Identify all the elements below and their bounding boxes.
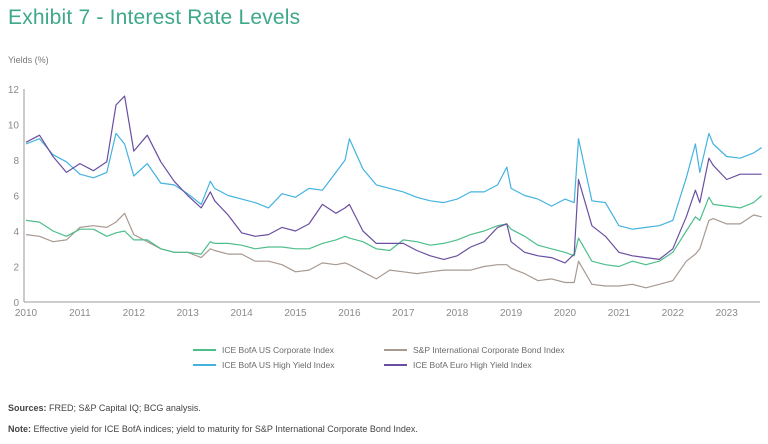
series-line-us-corporate: [25, 195, 763, 268]
legend-swatch-us-corporate: [193, 349, 216, 351]
y-axis-ticks: 0 2 4 6 8 10 12: [8, 85, 20, 309]
legend-swatch-us-high-yield: [193, 364, 216, 366]
series-line-us-high-yield: [25, 132, 763, 230]
x-tick-label: 2016: [338, 308, 361, 319]
x-tick-label: 2012: [123, 308, 146, 319]
legend-item-sp-international: S&P International Corporate Bond Index: [384, 345, 565, 355]
x-tick-label: 2014: [230, 308, 253, 319]
chart-title: Exhibit 7 - Interest Rate Levels: [8, 6, 301, 29]
sources-text: FRED; S&P Capital IQ; BCG analysis.: [46, 403, 201, 413]
x-axis-ticks: 2010 2011 2012 2013 2014 2015 2016 2017 2018 2019…: [15, 308, 738, 319]
legend-item-us-high-yield: ICE BofA US High Yield Index: [193, 360, 334, 370]
note-text: Effective yield for ICE BofA indices; yi…: [31, 424, 418, 434]
y-tick-label: 12: [8, 85, 20, 96]
legend-label: ICE BofA Euro High Yield Index: [413, 360, 532, 370]
y-tick-label: 8: [13, 156, 19, 167]
y-tick-label: 2: [13, 263, 19, 274]
series-line-euro-high-yield: [25, 95, 762, 264]
x-tick-label: 2013: [177, 308, 200, 319]
x-tick-label: 2017: [392, 308, 415, 319]
x-tick-label: 2023: [716, 308, 739, 319]
y-tick-label: 4: [13, 227, 19, 238]
y-tick-label: 6: [13, 192, 19, 203]
series-line-sp-international: [25, 212, 762, 289]
legend-item-us-corporate: ICE BofA US Corporate Index: [193, 345, 334, 355]
legend-swatch-sp-international: [384, 349, 407, 351]
legend-label: S&P International Corporate Bond Index: [413, 345, 565, 355]
x-tick-label: 2015: [284, 308, 307, 319]
series-lines: [25, 95, 763, 289]
legend-swatch-euro-high-yield: [384, 364, 407, 366]
x-tick-label: 2022: [662, 308, 685, 319]
x-tick-label: 2020: [554, 308, 577, 319]
note-label: Note:: [8, 424, 31, 434]
x-tick-label: 2011: [69, 308, 91, 319]
note: Note: Effective yield for ICE BofA indic…: [8, 424, 418, 434]
y-tick-label: 0: [13, 298, 19, 309]
x-tick-label: 2021: [608, 308, 631, 319]
y-axis-label: Yields (%): [8, 55, 49, 65]
legend-label: ICE BofA US Corporate Index: [222, 345, 334, 355]
x-tick-label: 2019: [500, 308, 523, 319]
sources-label: Sources:: [8, 403, 47, 413]
y-tick-label: 10: [8, 121, 20, 132]
x-tick-label: 2018: [446, 308, 469, 319]
sources-note: Sources: FRED; S&P Capital IQ; BCG analy…: [8, 403, 201, 413]
legend-label: ICE BofA US High Yield Index: [222, 360, 335, 370]
x-tick-label: 2010: [15, 308, 38, 319]
legend-item-euro-high-yield: ICE BofA Euro High Yield Index: [384, 360, 532, 370]
